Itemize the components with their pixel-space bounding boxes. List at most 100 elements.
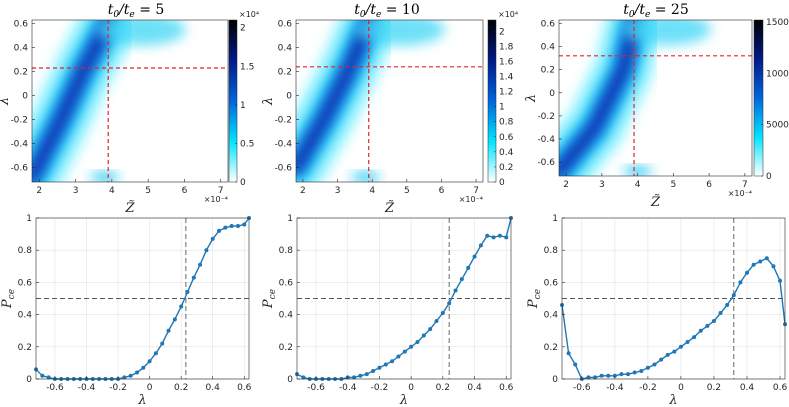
data-point bbox=[204, 248, 209, 253]
data-point bbox=[738, 280, 743, 285]
y-tick-label: -0.2 bbox=[10, 116, 28, 126]
x-tick-label: 2 bbox=[563, 180, 569, 190]
colorbar-tick-label: 1.8 bbox=[499, 42, 514, 52]
colorbar-tick-label: 0.8 bbox=[499, 118, 514, 128]
x-tick-label: 0.6 bbox=[237, 383, 252, 393]
data-point bbox=[758, 259, 763, 264]
density-upper-spread bbox=[621, 20, 712, 46]
data-point bbox=[698, 328, 703, 333]
colorbar bbox=[487, 19, 497, 183]
x-tick-label: -0.6 bbox=[46, 383, 64, 393]
density-upper-spread bbox=[354, 20, 445, 46]
panel-title: t0/te = 25 bbox=[623, 2, 689, 20]
heatmap-panel-3: 2 3 4 5 6 7 -0.6 -0.4 -0.2 0 0.2 0.4 0.6 ×10⁻⁴ Z̃ λ t0/t… bbox=[524, 2, 789, 210]
heatmap-density bbox=[296, 20, 445, 182]
x-tick-label: 0.4 bbox=[467, 383, 482, 393]
heatmap-panel-2: 2 3 4 5 6 7 -0.6 -0.4 -0.2 0 0.2 0.4 0.6 ×10⁻⁴ Z̃ λ t0/t… bbox=[261, 2, 518, 216]
y-axis-label: Pce bbox=[0, 289, 17, 309]
data-point bbox=[619, 372, 624, 377]
y-tick-label: 0.4 bbox=[278, 44, 293, 54]
y-tick-label: 0.6 bbox=[279, 278, 294, 288]
data-point bbox=[440, 310, 445, 315]
data-point bbox=[725, 302, 730, 307]
x-tick-label: -0.2 bbox=[639, 383, 657, 393]
data-point bbox=[141, 365, 146, 370]
x-tick-label: 4 bbox=[369, 186, 375, 196]
data-point bbox=[497, 233, 502, 238]
x-tick-label: 2 bbox=[36, 186, 42, 196]
x-tick-label: 0.2 bbox=[436, 383, 450, 393]
y-tick-label: -0.6 bbox=[274, 164, 292, 174]
axes-frame bbox=[31, 19, 229, 183]
x-tick-label: 0.4 bbox=[740, 383, 755, 393]
data-point bbox=[434, 319, 439, 324]
data-point bbox=[573, 362, 578, 367]
colorbar-tick-label: 1.6 bbox=[499, 57, 514, 67]
data-point bbox=[459, 277, 464, 282]
x-tick-label: 7 bbox=[218, 186, 224, 196]
x-tick-label: -0.4 bbox=[606, 383, 624, 393]
density-peak bbox=[32, 20, 112, 181]
data-point bbox=[147, 359, 152, 364]
data-point bbox=[358, 373, 363, 378]
data-point bbox=[665, 352, 670, 357]
data-point bbox=[652, 362, 657, 367]
data-point bbox=[153, 351, 158, 356]
x-tick-label: 0.6 bbox=[773, 383, 788, 393]
data-point bbox=[645, 365, 650, 370]
x-tick-label: 0 bbox=[408, 383, 414, 393]
data-point bbox=[166, 328, 171, 333]
x-tick-label: 5 bbox=[145, 186, 151, 196]
data-point bbox=[383, 362, 388, 367]
data-point bbox=[217, 228, 222, 233]
colorbar-tick-label: 0.2 bbox=[499, 163, 513, 173]
data-point bbox=[223, 225, 228, 230]
x-tick-label: 4 bbox=[635, 180, 641, 190]
x-tick-label: 6 bbox=[182, 186, 188, 196]
density-upper-spread bbox=[95, 20, 186, 46]
density-peak bbox=[559, 20, 638, 175]
y-tick-label: -0.4 bbox=[10, 140, 28, 150]
y-tick-label: 0.6 bbox=[14, 20, 29, 30]
y-tick-label: 0.2 bbox=[18, 343, 32, 353]
data-point bbox=[606, 373, 611, 378]
line-panel-1: -0.6 -0.4 -0.2 0 0.2 0.4 0.6 0 0.2 0.4 0.6 0.8 1 λ Pce bbox=[0, 214, 252, 407]
data-point bbox=[390, 359, 395, 364]
data-point bbox=[352, 375, 357, 380]
x-tick-label: 3 bbox=[73, 186, 79, 196]
x-tick-label: 0.2 bbox=[174, 383, 188, 393]
x-tick-label: 6 bbox=[439, 186, 445, 196]
data-point bbox=[751, 262, 756, 267]
data-point bbox=[472, 254, 477, 259]
density-bottom-blob bbox=[351, 172, 380, 182]
x-axis-label: Z̃ bbox=[650, 194, 661, 210]
x-tick-label: -0.4 bbox=[339, 383, 357, 393]
x-tick-label: 0.4 bbox=[206, 383, 221, 393]
y-tick-label: 1 bbox=[26, 214, 32, 224]
data-point bbox=[229, 224, 234, 229]
x-multiplier: ×10⁻⁴ bbox=[204, 195, 228, 204]
y-tick-label: -0.6 bbox=[537, 158, 555, 168]
y-tick-label: 0 bbox=[552, 375, 558, 385]
y-tick-label: -0.2 bbox=[537, 112, 555, 122]
y-tick-label: 1 bbox=[552, 214, 558, 224]
y-tick-label: 0.8 bbox=[279, 246, 294, 256]
y-axis-label: Pce bbox=[261, 289, 278, 309]
colorbar-tick-label: 2 bbox=[240, 24, 246, 34]
data-point bbox=[242, 222, 247, 227]
data-point bbox=[453, 288, 458, 293]
x-tick-label: 0.6 bbox=[499, 383, 514, 393]
y-tick-label: 0.6 bbox=[544, 278, 559, 288]
data-point bbox=[301, 375, 306, 380]
data-point bbox=[692, 335, 697, 340]
data-point bbox=[364, 372, 369, 377]
heatmap-panel-1: 2 3 4 5 6 7 -0.6 -0.4 -0.2 0 0.2 0.4 0.6 ×10⁻⁴ Z̃ λ t0/t… bbox=[0, 2, 259, 216]
line-panel-3: -0.6 -0.4 -0.2 0 0.2 0.4 0.6 0 0.2 0.4 0.6 0.8 1 λ Pce bbox=[526, 214, 787, 407]
x-tick-label: 5 bbox=[671, 180, 677, 190]
x-tick-label: 0.2 bbox=[707, 383, 721, 393]
colorbar-tick-label: 2 bbox=[499, 27, 505, 37]
heatmap-density bbox=[32, 20, 186, 182]
y-tick-label: 0.2 bbox=[541, 66, 555, 76]
colorbar-tick-label: 0 bbox=[240, 178, 246, 188]
